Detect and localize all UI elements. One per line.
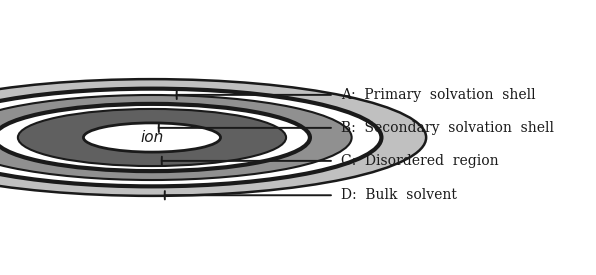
Text: B:  Secondary  solvation  shell: B: Secondary solvation shell bbox=[341, 121, 554, 135]
Text: ion: ion bbox=[140, 130, 164, 145]
Text: D:  Bulk  solvent: D: Bulk solvent bbox=[341, 188, 457, 202]
Ellipse shape bbox=[0, 104, 310, 171]
Text: C:  Disordered  region: C: Disordered region bbox=[341, 154, 498, 168]
Ellipse shape bbox=[83, 123, 221, 152]
Text: A:  Primary  solvation  shell: A: Primary solvation shell bbox=[341, 88, 536, 102]
Ellipse shape bbox=[0, 95, 352, 180]
Ellipse shape bbox=[18, 109, 286, 166]
Ellipse shape bbox=[0, 89, 381, 186]
Ellipse shape bbox=[0, 79, 426, 196]
